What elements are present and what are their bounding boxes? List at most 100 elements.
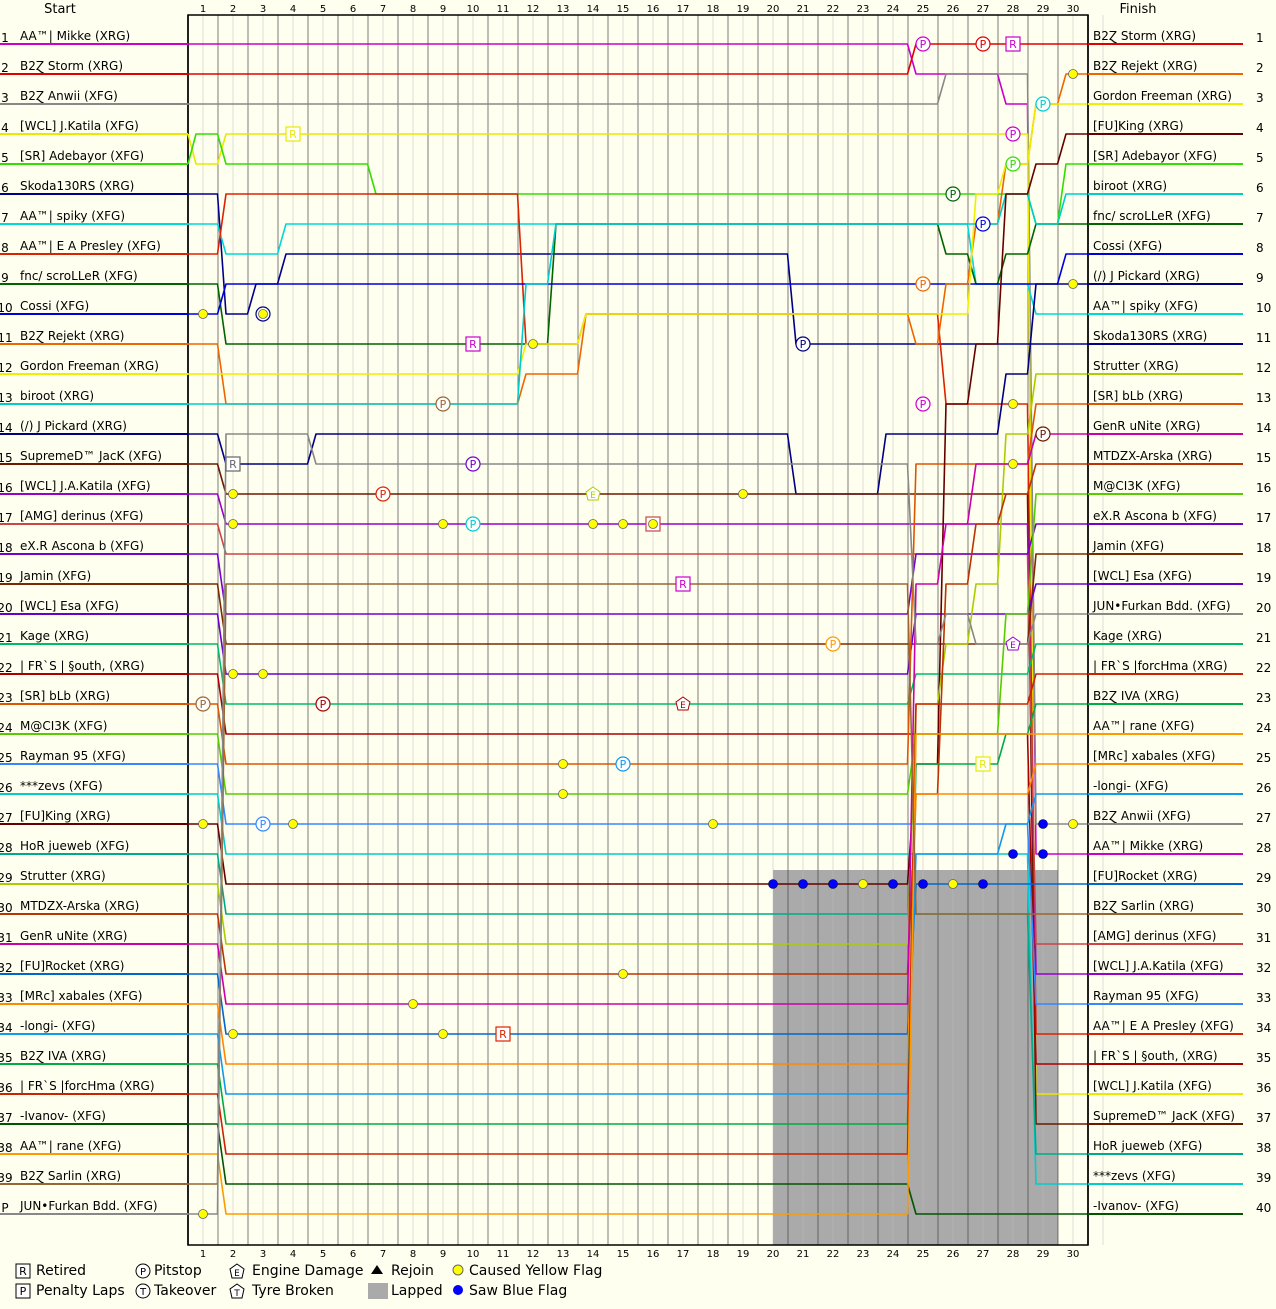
start-position-label: 7 [1,211,9,225]
series-line [188,193,1088,405]
legend-blue-icon [453,1285,463,1295]
start-driver-label: [SR] bLb (XRG) [20,689,110,703]
start-driver-label: fnc/ scroLLeR (XFG) [20,269,138,283]
series-line [188,763,1088,1065]
pitstop-marker-label: P [920,398,927,411]
pitstop-marker-label: P [260,818,267,831]
yellow-flag-marker [198,309,208,319]
plot-border [187,14,1089,1246]
start-position-label: 35 [0,1051,13,1065]
lap-label-bottom: 28 [1007,1249,1020,1260]
finish-driver-label: M@CI3K (XFG) [1093,479,1180,493]
start-position-label: 33 [0,991,13,1005]
pitstop-marker-label: P [470,518,477,531]
finish-driver-label: [FU]Rocket (XRG) [1093,869,1197,883]
pitstop-marker [975,36,991,52]
legend-engine-icon-glyph: E [234,1269,240,1279]
finish-position-label: 15 [1256,451,1271,465]
start-driver-label: ***zevs (XFG) [20,779,103,793]
yellow-flag-marker [588,519,598,529]
legend-penalty-icon-glyph: P [20,1285,27,1298]
lap-label-bottom: 19 [737,1249,750,1260]
series-line [188,463,1088,1125]
start-position-label: 19 [0,571,13,585]
pitstop-marker-label: P [950,188,957,201]
pitstop-marker [435,396,451,412]
pitstop-marker [945,186,961,202]
engine-damage-marker [675,696,691,711]
finish-driver-label: JUN•Furkan Bdd. (XFG) [1092,599,1231,613]
legend-retired-icon [15,1263,31,1279]
pitstop-marker [825,636,841,652]
lap-label-bottom: 20 [767,1249,780,1260]
lap-label-top: 20 [767,4,780,15]
legend-takeover-label: Takeover [153,1283,216,1299]
lap-label-top: 11 [497,4,510,15]
start-position-label: 14 [0,421,13,435]
start-position-label: 5 [1,151,9,165]
series-line [188,73,1088,825]
series-line [188,433,1088,1215]
start-position-label: 2 [1,61,9,75]
pitstop-marker [1005,126,1021,142]
series-line [188,523,1088,615]
start-position-label: P [1,1201,8,1215]
finish-position-label: 24 [1256,721,1271,735]
finish-position-label: 40 [1256,1201,1271,1215]
finish-driver-label: | FR`S |forcHma (XRG) [1093,659,1228,673]
lap-label-bottom: 9 [440,1249,446,1260]
finish-driver-label: Cossi (XFG) [1093,239,1162,253]
start-driver-label: [WCL] Esa (XFG) [20,599,119,613]
start-position-label: 18 [0,541,13,555]
yellow-flag-marker [1008,399,1018,409]
retired-marker-label: R [469,338,477,351]
series-line [188,883,1088,1035]
retired-marker-label: R [679,578,687,591]
finish-position-label: 38 [1256,1141,1271,1155]
lap-label-top: 5 [320,4,326,15]
pitstop-marker-label: P [200,698,207,711]
start-position-label: 10 [0,301,13,315]
legend-takeover-icon-glyph: T [139,1287,147,1298]
blue-flag-marker [828,879,838,889]
lap-label-bottom: 11 [497,1249,510,1260]
start-position-label: 30 [0,901,13,915]
start-position-label: 23 [0,691,13,705]
finish-position-label: 34 [1256,1021,1271,1035]
finish-driver-label: B2Ɀ Anwii (XFG) [1093,809,1191,824]
finish-driver-label: eX.R Ascona b (XFG) [1093,509,1217,523]
lap-label-bottom: 25 [917,1249,930,1260]
pitstop-marker-label: P [440,398,447,411]
yellow-flag-marker [228,519,238,529]
start-driver-label: biroot (XRG) [20,389,94,403]
finish-position-label: 11 [1256,331,1271,345]
start-position-label: 20 [0,601,13,615]
pitstop-marker-label: P [380,488,387,501]
pitstop-marker-label: P [1010,128,1017,141]
finish-driver-label: [WCL] Esa (XFG) [1093,569,1192,583]
start-driver-label: B2Ɀ Storm (XRG) [20,59,123,74]
finish-position-label: 16 [1256,481,1271,495]
start-position-label: 39 [0,1171,13,1185]
start-position-label: 8 [1,241,9,255]
finish-position-label: 28 [1256,841,1271,855]
start-driver-label: AA™| E A Presley (XFG) [20,239,161,253]
retired-marker [225,456,241,472]
blue-flag-marker [768,879,778,889]
lap-label-bottom: 12 [527,1249,540,1260]
finish-position-label: 29 [1256,871,1271,885]
start-driver-label: B2Ɀ Anwii (XFG) [20,89,118,104]
lap-label-bottom: 15 [617,1249,630,1260]
lap-label-bottom: 13 [557,1249,570,1260]
finish-driver-label: | FR`S | §outh, (XRG) [1093,1049,1218,1063]
pitstop-marker [465,456,481,472]
series-line [188,253,1088,315]
start-position-label: 4 [1,121,9,135]
finish-driver-label: AA™| E A Presley (XFG) [1093,1019,1234,1033]
finish-position-label: 3 [1256,91,1264,105]
retired-marker-label: R [499,1028,507,1041]
lap-label-top: 9 [440,4,446,15]
finish-driver-label: GenR uNite (XRG) [1093,419,1200,433]
yellow-flag-marker [228,669,238,679]
